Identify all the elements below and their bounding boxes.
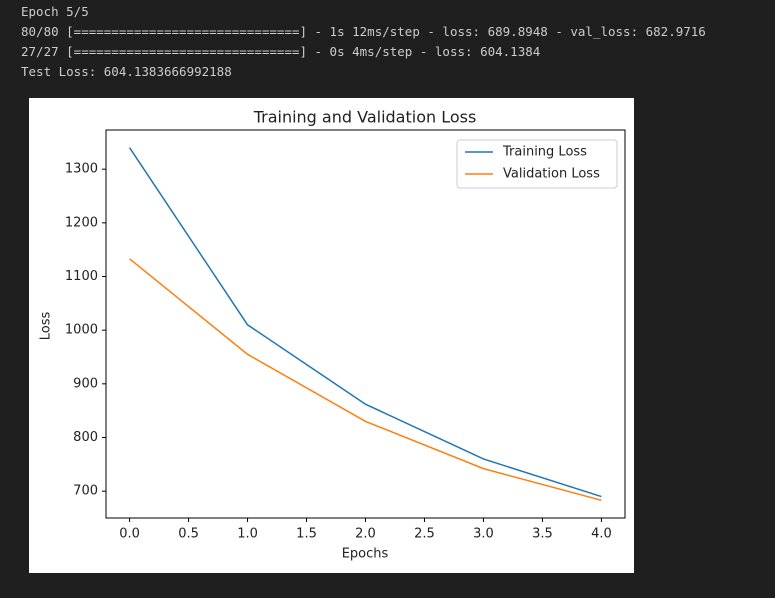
y-tick-label: 700 (73, 484, 98, 499)
series-line (128, 147, 602, 498)
y-tick-label: 1100 (65, 269, 98, 284)
chart: Training and Validation Loss Epochs Loss… (29, 98, 634, 573)
legend-box (456, 139, 618, 189)
console-line: 80/80 [==============================] -… (21, 24, 706, 39)
x-tick-label: 2.0 (355, 527, 376, 542)
x-tick-label: 0.0 (119, 527, 140, 542)
x-axis-label: Epochs (342, 547, 389, 562)
y-axis-label: Loss (39, 312, 54, 341)
legend-label: Training Loss (502, 145, 587, 160)
x-tick-label: 3.0 (473, 527, 494, 542)
x-tick-label: 1.0 (237, 527, 258, 542)
chart-title: Training and Validation Loss (253, 108, 477, 127)
x-tick-label: 0.5 (178, 527, 199, 542)
y-tick-label: 900 (73, 376, 98, 391)
y-tick-label: 800 (73, 430, 98, 445)
console-line: Epoch 5/5 (21, 4, 89, 19)
x-tick-label: 3.5 (532, 527, 553, 542)
x-tick-label: 1.5 (296, 527, 317, 542)
series-line (129, 258, 602, 502)
console-output: Epoch 5/5 80/80 [========================… (21, 2, 706, 82)
y-tick-label: 1300 (65, 162, 98, 177)
y-tick-label: 1000 (65, 323, 98, 338)
legend-label: Validation Loss (503, 167, 600, 182)
x-tick-label: 4.0 (591, 527, 612, 542)
console-line: Test Loss: 604.1383666992188 (21, 64, 232, 79)
x-tick-label: 2.5 (414, 527, 435, 542)
y-tick-label: 1200 (65, 215, 98, 230)
console-line: 27/27 [==============================] -… (21, 44, 541, 59)
